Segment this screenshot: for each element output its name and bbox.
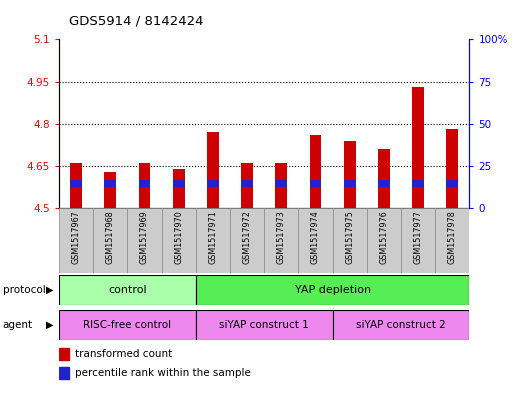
Text: GSM1517978: GSM1517978 [448, 210, 457, 264]
Text: ▶: ▶ [46, 320, 54, 330]
Bar [59, 367, 69, 380]
Text: GSM1517976: GSM1517976 [380, 210, 388, 264]
Text: siYAP construct 1: siYAP construct 1 [220, 320, 309, 330]
Bar [139, 163, 150, 208]
Text: siYAP construct 2: siYAP construct 2 [356, 320, 446, 330]
Text: GSM1517967: GSM1517967 [72, 210, 81, 264]
Bar [173, 180, 185, 187]
Bar [309, 135, 322, 208]
Bar [378, 180, 390, 187]
Bar [435, 208, 469, 273]
Text: GSM1517968: GSM1517968 [106, 210, 115, 264]
Bar [344, 141, 356, 208]
Bar [264, 208, 299, 273]
Text: control: control [108, 285, 147, 295]
Bar [162, 208, 196, 273]
Bar [173, 169, 185, 208]
Bar [446, 180, 458, 187]
Bar [344, 180, 356, 187]
Bar [139, 180, 150, 187]
Bar [332, 208, 367, 273]
Text: percentile rank within the sample: percentile rank within the sample [75, 368, 251, 378]
Text: ▶: ▶ [46, 285, 54, 295]
Bar [241, 163, 253, 208]
Bar [401, 208, 435, 273]
Bar [299, 208, 332, 273]
Bar [59, 275, 196, 305]
Bar [412, 87, 424, 208]
Bar [275, 163, 287, 208]
Text: GSM1517972: GSM1517972 [243, 210, 251, 264]
Text: agent: agent [3, 320, 33, 330]
Text: GSM1517975: GSM1517975 [345, 210, 354, 264]
Bar [127, 208, 162, 273]
Bar [70, 180, 82, 187]
Bar [332, 310, 469, 340]
Bar [207, 180, 219, 187]
Bar [196, 275, 469, 305]
Bar [70, 163, 82, 208]
Text: GDS5914 / 8142424: GDS5914 / 8142424 [69, 15, 204, 28]
Bar [412, 180, 424, 187]
Bar [207, 132, 219, 208]
Bar [59, 310, 196, 340]
Bar [309, 180, 322, 187]
Text: transformed count: transformed count [75, 349, 172, 359]
Bar [59, 347, 69, 360]
Text: YAP depletion: YAP depletion [294, 285, 371, 295]
Bar [196, 310, 332, 340]
Bar [93, 208, 127, 273]
Bar [104, 172, 116, 208]
Bar [230, 208, 264, 273]
Text: RISC-free control: RISC-free control [83, 320, 171, 330]
Text: GSM1517969: GSM1517969 [140, 210, 149, 264]
Bar [378, 149, 390, 208]
Text: GSM1517970: GSM1517970 [174, 210, 183, 264]
Text: protocol: protocol [3, 285, 45, 295]
Bar [241, 180, 253, 187]
Bar [196, 208, 230, 273]
Bar [446, 129, 458, 208]
Text: GSM1517974: GSM1517974 [311, 210, 320, 264]
Bar [367, 208, 401, 273]
Text: GSM1517973: GSM1517973 [277, 210, 286, 264]
Text: GSM1517977: GSM1517977 [413, 210, 423, 264]
Bar [104, 180, 116, 187]
Bar [59, 208, 93, 273]
Bar [275, 180, 287, 187]
Text: GSM1517971: GSM1517971 [208, 210, 218, 264]
